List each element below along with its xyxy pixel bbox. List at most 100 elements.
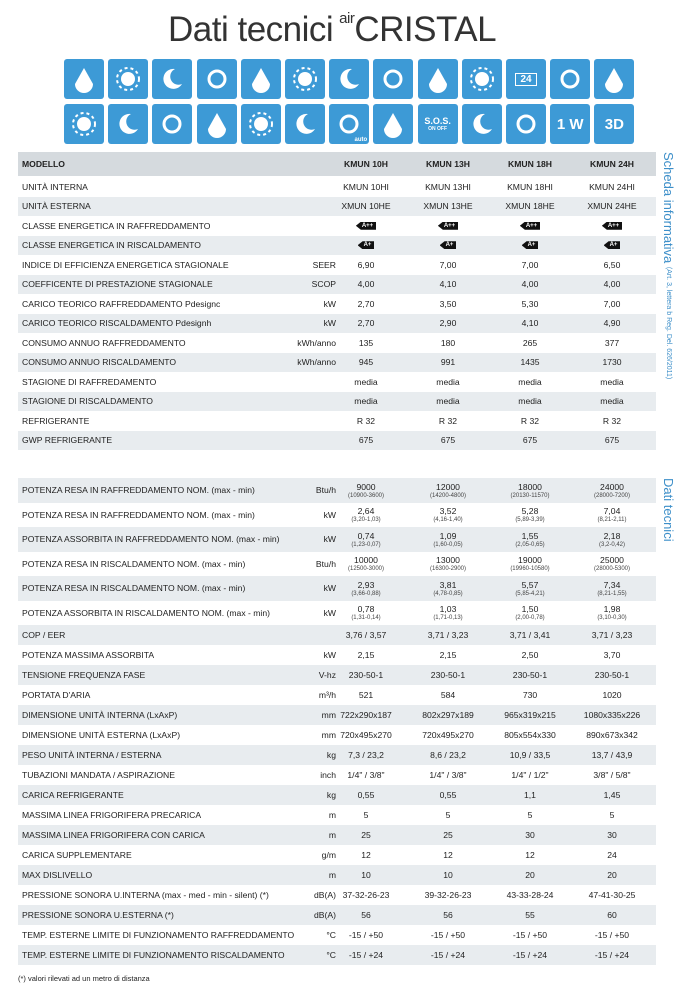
value-text: 4,90: [603, 318, 621, 329]
value-text: KMUN 18HI: [507, 181, 553, 192]
cell-value: 5,28 (5,89-3,39): [490, 503, 570, 528]
cell-value: 3,50: [408, 294, 488, 314]
cell-value: 1,03 (1,71-0,13): [408, 601, 488, 626]
value-text: 24000: [600, 481, 624, 492]
cell-value: 3,70: [572, 645, 652, 665]
row-label: REFRIGERANTE: [22, 415, 90, 426]
row-label: COP / EER: [22, 630, 66, 640]
cell-value: R 32: [490, 411, 570, 431]
row-unit: V-hz: [318, 670, 336, 680]
title-sup: air: [339, 10, 355, 27]
value-range: (1,60-0,05): [433, 541, 463, 548]
row-label: PORTATA D'ARIA: [22, 690, 91, 700]
table-row: MASSIMA LINEA FRIGORIFERA PRECARICA m 5 5 5 5: [18, 805, 656, 826]
row-unit: kW: [323, 509, 336, 520]
icon-text: 3D: [604, 115, 624, 133]
icon-glyph: [248, 112, 273, 136]
cell-value: 1,1: [490, 785, 570, 805]
cell-value: 802x297x189: [408, 705, 488, 725]
value-range: (3,20-1,03): [351, 517, 381, 524]
value-text: 5: [609, 810, 615, 820]
value-range: (2,05-0,65): [515, 541, 545, 548]
value-text: 0,55: [439, 790, 457, 800]
cell-value: A++: [408, 216, 488, 236]
value-text: 230-50-1: [512, 670, 548, 680]
value-range: (5,89-3,39): [515, 517, 545, 524]
row-label: TENSIONE FREQUENZA FASE: [22, 670, 146, 680]
value-text: 675: [440, 435, 456, 446]
cell-value: 584: [408, 685, 488, 705]
row-label: TUBAZIONI MANDATA / ASPIRAZIONE: [22, 770, 175, 780]
value-text: -15 / +24: [512, 950, 548, 960]
cell-value: R 32: [326, 411, 406, 431]
cell-value: 675: [572, 431, 652, 451]
value-text: 47-41-30-25: [588, 890, 636, 900]
value-text: KMUN 10HI: [343, 181, 389, 192]
energy-badge: A+: [603, 241, 621, 250]
value-text: 180: [440, 337, 456, 348]
cell-value: 7,3 / 23,2: [326, 745, 406, 765]
icon-glyph: [119, 113, 139, 134]
row-unit: °C: [326, 950, 336, 960]
cell-value: -15 / +24: [326, 945, 406, 965]
cell-value: 675: [490, 431, 570, 451]
icon: [108, 104, 149, 144]
row-label: MASSIMA LINEA FRIGORIFERA PRECARICA: [22, 810, 202, 820]
row-label: CARICO TEORICO RISCALDAMENTO Pdesignh: [22, 318, 212, 329]
value-text: 12: [361, 850, 371, 860]
row-unit: inch: [320, 770, 336, 780]
cell-value: 10000 (12500-3000): [326, 552, 406, 577]
table-row: POTENZA MASSIMA ASSORBITA kW 2,15 2,15 2,50 3…: [18, 645, 656, 666]
row-label: POTENZA RESA IN RISCALDAMENTO NOM. (max …: [22, 558, 246, 569]
value-range: (4,78-0,85): [433, 590, 463, 597]
energy-badge: A++: [355, 221, 377, 230]
value-text: 890x673x342: [586, 730, 638, 740]
cell-value: 0,55: [326, 785, 406, 805]
value-text: 2,64: [357, 506, 375, 517]
cell-value: 1/4" / 1/2": [490, 765, 570, 785]
cell-value: 3,71 / 3,23: [572, 625, 652, 645]
cell-value: XMUN 18HE: [490, 197, 570, 217]
cell-value: -15 / +50: [490, 925, 570, 945]
cell-value: 805x554x330: [490, 725, 570, 745]
table-row: POTENZA RESA IN RISCALDAMENTO NOM. (max …: [18, 552, 656, 577]
value-text: 1020: [602, 690, 622, 700]
icon-glyph: [560, 69, 580, 89]
cell-value: 230-50-1: [490, 665, 570, 685]
value-range: (14200-4800): [429, 492, 467, 499]
icon-glyph: [72, 112, 96, 136]
value-text: 1/4" / 3/8": [429, 770, 467, 780]
icon-sub: ON OFF: [428, 126, 448, 132]
value-text: 1/4" / 1/2": [511, 770, 549, 780]
cell-value: 2,70: [326, 314, 406, 334]
cell-value: 56: [326, 905, 406, 925]
value-text: 805x554x330: [504, 730, 556, 740]
value-text: 4,00: [521, 279, 539, 290]
energy-badge: A++: [437, 221, 459, 230]
cell-value: 12000 (14200-4800): [408, 478, 488, 503]
value-text: media: [518, 396, 542, 407]
value-range: (1,71-0,13): [433, 615, 463, 622]
value-text: 965x319x215: [504, 710, 556, 720]
footnote: (*) valori rilevati ad un metro di dista…: [18, 974, 150, 983]
value-text: 10: [443, 870, 453, 880]
value-text: 3,76 / 3,57: [345, 630, 387, 640]
table-row: DIMENSIONE UNITÀ INTERNA (LxAxP) mm 722x29…: [18, 705, 656, 726]
value-text: R 32: [602, 415, 622, 426]
value-range: (8,21-2,11): [597, 517, 627, 524]
cell-value: 991: [408, 353, 488, 373]
cell-value: KMUN 13HI: [408, 177, 488, 197]
row-unit: kWh/anno: [297, 337, 336, 348]
cell-value: A+: [490, 236, 570, 256]
side-title: Scheda informativa (Art. 3, lettera b Re…: [661, 152, 676, 379]
cell-value: media: [572, 372, 652, 392]
cell-value: 5: [572, 805, 652, 825]
value-text: 1,09: [439, 530, 457, 541]
cell-value: 13000 (16300-2900): [408, 552, 488, 577]
value-text: 0,55: [357, 790, 375, 800]
row-label: PRESSIONE SONORA U.ESTERNA (*): [22, 910, 174, 920]
value-text: media: [354, 376, 378, 387]
row-label: POTENZA RESA IN RAFFREDDAMENTO NOM. (max…: [22, 509, 255, 520]
table-row: MAX DISLIVELLO m 10 10 20 20: [18, 865, 656, 886]
value-text: 1,50: [521, 604, 539, 615]
